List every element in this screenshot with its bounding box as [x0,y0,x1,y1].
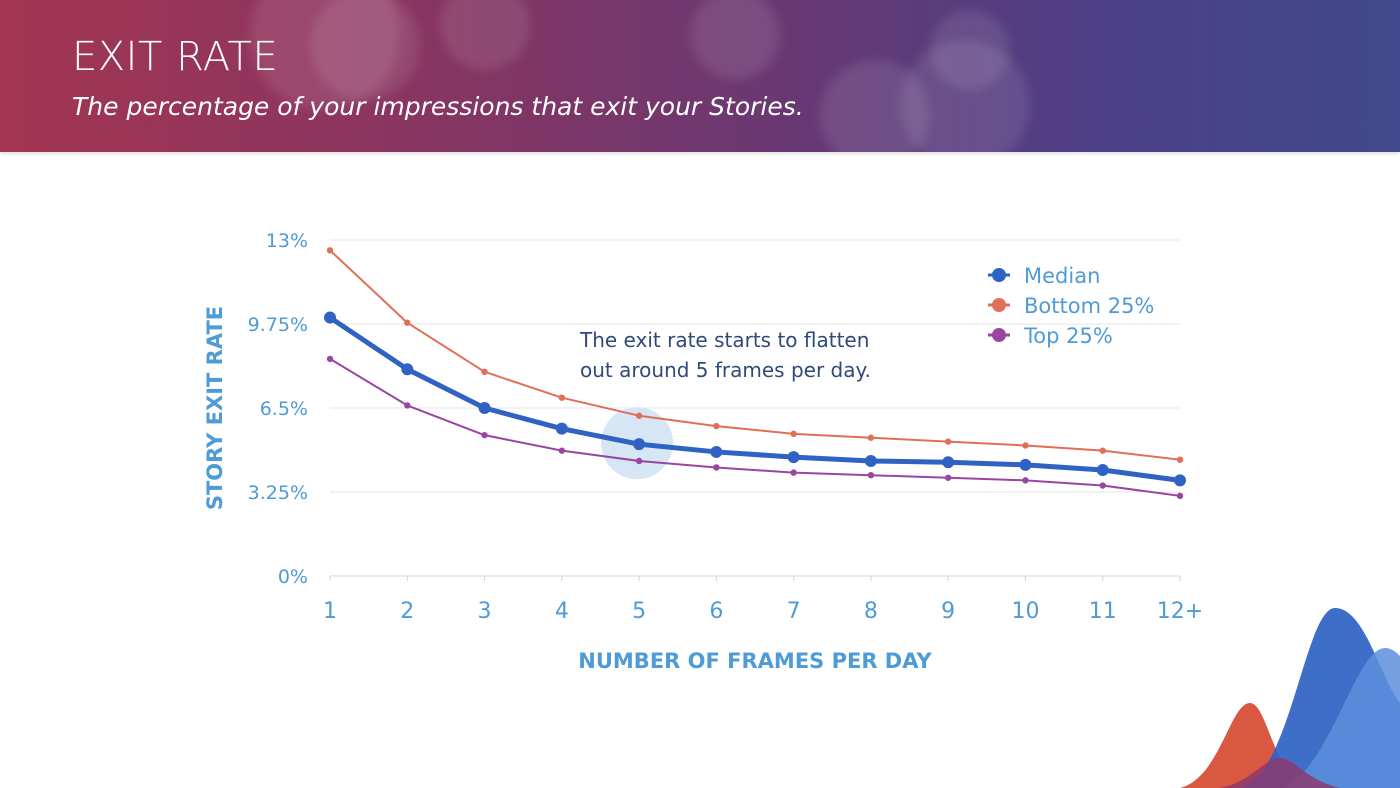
data-point [942,456,955,469]
bokeh-decoration [900,40,1030,152]
bokeh-decoration [440,0,530,70]
data-point [1019,458,1032,471]
data-point [401,363,414,376]
data-point [481,368,488,376]
data-point [558,447,566,454]
data-point [481,431,488,439]
data-point [1096,464,1109,477]
data-point [404,402,411,409]
x-tick-label: 11 [1089,599,1117,624]
page-title: EXIT RATE [72,34,279,80]
x-tick-label: 3 [478,599,492,624]
corner-wave-decoration [1180,608,1400,788]
legend-marker [992,328,1006,342]
annotation-text: out around 5 frames per day. [580,358,871,382]
legend-marker [992,268,1006,282]
data-point [713,464,720,471]
x-tick-label: 1 [323,599,337,624]
series-line-median [327,315,1183,483]
data-point [558,394,566,401]
data-point [324,311,336,324]
x-tick-label: 8 [864,599,878,624]
legend-label: Median [1024,264,1100,288]
x-tick-label: 4 [555,599,569,624]
header-banner: EXIT RATE The percentage of your impress… [0,0,1400,152]
y-tick-label: 9.75% [248,314,308,336]
data-point [1022,442,1029,449]
data-point [1099,447,1106,454]
data-point [787,451,800,464]
bokeh-decoration [690,0,780,80]
page-subtitle: The percentage of your impressions that … [72,92,804,121]
data-point [710,445,723,458]
data-point [326,247,334,254]
data-point [713,422,720,430]
y-tick-label: 3.25% [248,482,308,504]
data-point [1099,482,1106,489]
data-point [1174,474,1186,487]
y-tick-label: 0% [278,566,308,588]
bokeh-decoration [820,60,930,152]
data-point [326,355,334,363]
data-point [1176,456,1184,463]
x-axis-label: NUMBER OF FRAMES PER DAY [578,649,932,673]
y-tick-label: 13% [266,230,308,252]
data-point [790,469,797,476]
data-point [867,434,875,441]
data-point [944,474,952,481]
data-point [1176,492,1184,500]
data-point [867,472,875,479]
data-point [864,454,877,467]
bokeh-decoration [310,0,420,100]
data-point [478,402,491,414]
y-tick-label: 6.5% [260,398,308,420]
data-point [404,319,411,326]
x-tick-label: 10 [1011,599,1039,624]
x-tick-label: 5 [632,599,646,624]
bokeh-decoration [930,10,1010,90]
legend-label: Bottom 25% [1024,294,1154,318]
data-point [635,412,643,419]
x-tick-label: 9 [941,599,955,624]
data-point [555,422,568,435]
data-point [635,457,643,465]
series-line-top-25- [329,357,1181,497]
x-tick-label: 7 [787,599,801,624]
data-point [1022,477,1029,484]
data-point [790,430,797,438]
series-line-bottom-25- [329,249,1181,461]
data-point [944,438,952,445]
y-axis-label: STORY EXIT RATE [203,306,227,510]
legend-label: Top 25% [1023,324,1113,348]
x-tick-label: 6 [709,599,723,624]
annotation-text: The exit rate starts to flatten [579,328,869,352]
data-point [633,438,646,451]
x-tick-label: 12+ [1157,599,1203,624]
x-tick-label: 2 [400,599,414,624]
legend-marker [992,298,1006,312]
